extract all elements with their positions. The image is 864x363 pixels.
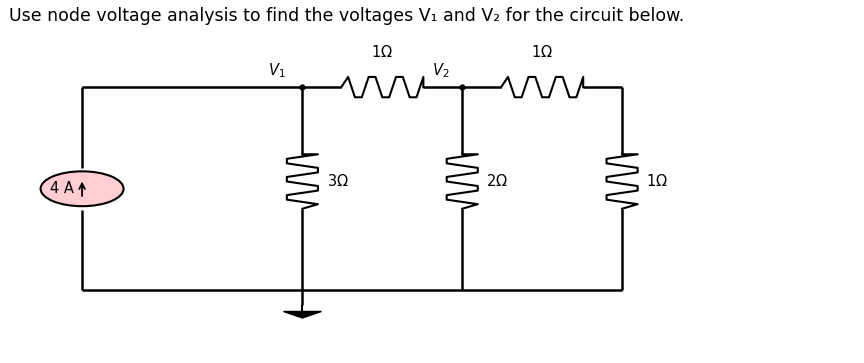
Text: 2$\Omega$: 2$\Omega$: [486, 174, 508, 189]
Text: 1$\Omega$: 1$\Omega$: [372, 44, 393, 60]
Circle shape: [41, 171, 124, 206]
Text: Use node voltage analysis to find the voltages V₁ and V₂ for the circuit below.: Use node voltage analysis to find the vo…: [9, 7, 684, 25]
Text: $V_2$: $V_2$: [432, 61, 449, 80]
Text: 1$\Omega$: 1$\Omega$: [646, 174, 668, 189]
Text: 4 A: 4 A: [49, 181, 73, 196]
Polygon shape: [283, 311, 321, 318]
Text: 1$\Omega$: 1$\Omega$: [531, 44, 553, 60]
Text: $V_1$: $V_1$: [268, 61, 285, 80]
Text: 3$\Omega$: 3$\Omega$: [327, 174, 348, 189]
